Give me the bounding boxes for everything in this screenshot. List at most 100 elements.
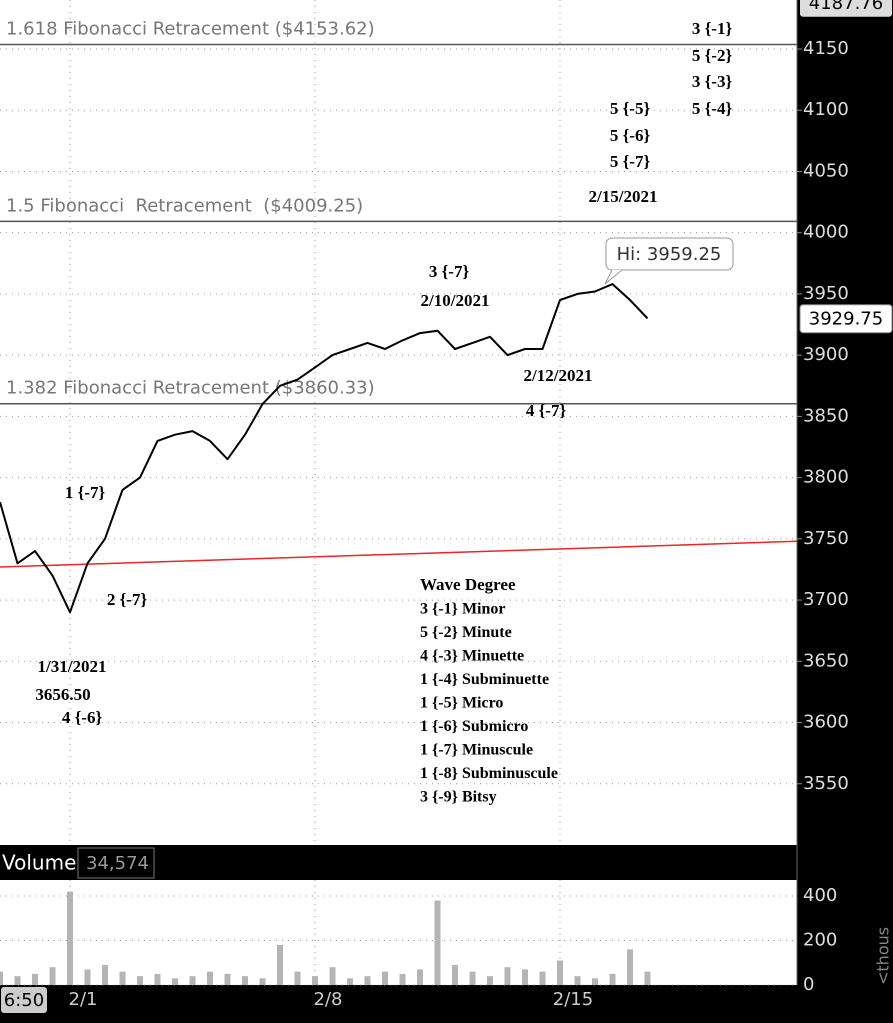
top-price-label: 4187.76 [809, 0, 883, 14]
legend-item: 1 {-7} Minuscule [420, 742, 533, 759]
y-tick-label: 3700 [803, 589, 849, 610]
legend-item: 1 {-8} Subminuscule [420, 765, 558, 782]
wave-annotation: 1/31/2021 [38, 657, 107, 676]
time-label: 6:50 [4, 990, 44, 1011]
volume-bar [102, 964, 108, 985]
volume-bar [539, 971, 546, 985]
wave-annotation: 5 {-7} [610, 152, 651, 171]
volume-bar [242, 976, 248, 985]
volume-bar [644, 971, 651, 985]
wave-annotation: 5 {-5} [610, 99, 651, 118]
volume-bar [487, 976, 493, 985]
high-callout-box [605, 237, 734, 271]
volume-bar [399, 973, 406, 985]
volume-bar [0, 971, 3, 985]
volume-bar [469, 971, 476, 985]
volume-bar [137, 976, 143, 985]
volume-bar [154, 973, 161, 985]
legend-item: 3 {-1} Minor [420, 601, 505, 618]
last-price-box [799, 304, 893, 334]
x-tick-label: 2/15 [553, 989, 593, 1010]
volume-bar [49, 967, 56, 985]
legend-item: 4 {-3} Minuette [420, 648, 524, 665]
volume-axis-label: <thous [874, 927, 893, 985]
legend-item: 1 {-5} Micro [420, 695, 503, 712]
y-tick-label: 3750 [803, 528, 849, 549]
volume-bar [84, 969, 91, 985]
y-tick-label: 3550 [803, 773, 849, 794]
wave-annotation: 5 {-6} [610, 126, 651, 145]
legend-item: 1 {-6} Submicro [420, 718, 528, 735]
volume-value-box [77, 847, 155, 879]
wave-annotation: 1 {-7} [65, 483, 106, 502]
volume-bar [312, 976, 318, 985]
wave-annotation: 3 {-3} [692, 72, 733, 91]
last-price-label: 3929.75 [809, 309, 883, 330]
volume-bar [259, 978, 266, 985]
trendline [0, 540, 798, 568]
price-pane [0, 0, 797, 845]
y-tick-label: 0 [803, 974, 814, 995]
y-tick-label: 3900 [803, 344, 849, 365]
price-line [0, 283, 649, 614]
volume-bar [189, 976, 196, 985]
wave-annotation: 2/15/2021 [589, 187, 658, 206]
volume-bar [452, 964, 458, 985]
x-tick-label: 2/8 [314, 989, 343, 1010]
volume-bar [522, 969, 528, 985]
time-box [1, 987, 47, 1013]
volume-bar [172, 978, 178, 985]
y-tick-label: 4150 [803, 38, 849, 59]
high-callout-pointer [604, 269, 623, 285]
volume-bar [434, 900, 441, 985]
volume-bar [32, 973, 38, 985]
volume-bar [14, 976, 21, 985]
y-tick-label: 3800 [803, 467, 849, 488]
fibonacci-label: 1.5 Fibonacci Retracement ($4009.25) [6, 195, 363, 216]
legend-item: 1 {-4} Subminuette [420, 671, 549, 688]
x-tick-label: 2/1 [69, 989, 98, 1010]
volume-bar [627, 949, 633, 985]
high-callout: Hi: 3959.25 [617, 244, 722, 265]
volume-bar [609, 973, 616, 985]
volume-value: 34,574 [86, 853, 149, 874]
wave-annotation: 2 {-7} [107, 590, 148, 609]
wave-annotation: 4 {-7} [526, 401, 567, 420]
y-tick-label: 3950 [803, 283, 849, 304]
y-tick-label: 3650 [803, 650, 849, 671]
volume-pane [0, 880, 797, 985]
volume-bar [294, 971, 301, 985]
top-price-box [800, 0, 892, 17]
volume-bar [382, 971, 388, 985]
wave-annotation: 2/12/2021 [524, 366, 593, 385]
y-tick-label: 4000 [803, 222, 849, 243]
volume-bar [574, 976, 581, 985]
y-tick-label: 400 [803, 885, 837, 906]
volume-bar [592, 978, 598, 985]
wave-annotation: 3656.50 [35, 685, 90, 704]
y-tick-label: 4050 [803, 160, 849, 181]
volume-bar [347, 978, 353, 985]
volume-bar [224, 973, 231, 985]
volume-title: Volume [2, 851, 76, 875]
wave-annotation: 5 {-4} [692, 99, 733, 118]
volume-bar [277, 944, 283, 985]
volume-bar [557, 960, 563, 985]
volume-bar [417, 969, 423, 985]
legend-item: 3 {-9} Bitsy [420, 789, 497, 806]
wave-annotation: 5 {-2} [692, 46, 733, 65]
wave-annotation: 3 {-7} [429, 262, 470, 281]
y-tick-label: 3600 [803, 712, 849, 733]
legend-item: 5 {-2} Minute [420, 624, 512, 641]
y-tick-label: 200 [803, 930, 837, 951]
fibonacci-label: 1.382 Fibonacci Retracement ($3860.33) [6, 378, 375, 399]
volume-bar [364, 976, 371, 985]
legend-title: Wave Degree [420, 575, 516, 594]
volume-bar [67, 891, 73, 985]
wave-annotation: 2/10/2021 [421, 291, 490, 310]
volume-bar [119, 971, 126, 985]
volume-bar [207, 971, 213, 985]
volume-bar [329, 967, 336, 985]
volume-bar [504, 967, 511, 985]
